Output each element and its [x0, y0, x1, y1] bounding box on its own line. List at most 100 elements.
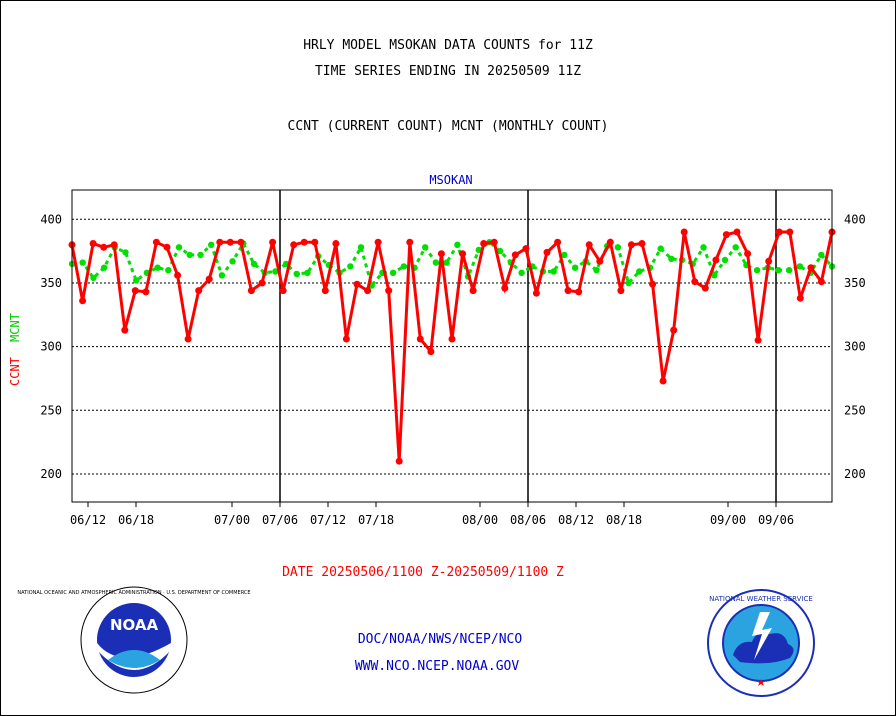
mcnt-point-55 — [657, 245, 664, 252]
mcnt-point-10 — [175, 244, 183, 251]
mcnt-point-11 — [186, 251, 193, 259]
mcnt-point-49 — [593, 267, 600, 274]
ccnt-point-6 — [131, 287, 139, 295]
ccnt-point-38 — [469, 287, 477, 295]
mcnt-point-47 — [571, 264, 579, 271]
ccnt-point-57 — [670, 326, 678, 334]
ccnt-point-40 — [490, 238, 498, 246]
ccnt-point-71 — [817, 278, 825, 286]
ccnt-point-19 — [269, 238, 277, 246]
ccnt-point-16 — [237, 238, 245, 246]
ccnt-point-41 — [501, 284, 509, 292]
mcnt-point-8 — [154, 264, 161, 271]
plot-area-border — [71, 189, 833, 503]
mcnt-point-45 — [550, 268, 557, 275]
mcnt-point-52 — [625, 279, 632, 287]
mcnt-point-15 — [229, 258, 236, 265]
ccnt-point-58 — [680, 228, 688, 236]
x-tick-label-07/12: 07/12 — [310, 513, 346, 527]
ccnt-point-28 — [364, 287, 372, 295]
y-tick-left-200: 200 — [40, 467, 62, 481]
ccnt-point-69 — [796, 294, 804, 302]
mcnt-point-51 — [614, 244, 622, 251]
chart-subtitle: CCNT (CURRENT COUNT) MCNT (MONTHLY COUNT… — [287, 119, 609, 134]
mcnt-point-21 — [293, 270, 300, 278]
ccnt-point-54 — [638, 240, 646, 247]
ccnt-point-45 — [543, 248, 551, 256]
mcnt-point-60 — [711, 272, 718, 279]
y-label-ccnt: CCNT — [8, 357, 22, 386]
x-tick-label-07/00: 07/00 — [214, 513, 250, 527]
mcnt-point-36 — [454, 241, 461, 248]
x-tick-label-08/18: 08/18 — [606, 513, 642, 527]
footer-url-line: WWW.NCO.NCEP.NOAA.GOV — [354, 659, 520, 674]
noaa-logo: NOAA NATIONAL OCEANIC AND ATMOSPHERIC AD… — [17, 586, 251, 694]
ccnt-point-18 — [258, 279, 266, 287]
mcnt-point-33 — [422, 244, 429, 251]
ccnt-point-23 — [311, 238, 319, 246]
mcnt-point-66 — [775, 267, 782, 274]
ccnt-point-21 — [290, 241, 298, 249]
x-tick-label-08/00: 08/00 — [462, 513, 498, 527]
y-tick-right-350: 350 — [844, 276, 866, 290]
ccnt-point-43 — [522, 245, 530, 253]
ccnt-point-50 — [596, 257, 604, 265]
y-axis-labels: CCNT MCNT — [8, 313, 22, 386]
ccnt-point-63 — [733, 228, 741, 236]
ccnt-point-36 — [448, 335, 456, 343]
ccnt-point-33 — [416, 335, 424, 343]
ccnt-point-49 — [585, 241, 593, 249]
x-tick-labels: 06/12 06/18 07/00 07/06 07/12 07/18 08/00 08/06… — [70, 502, 794, 527]
ccnt-point-44 — [532, 289, 540, 297]
ccnt-point-31 — [395, 457, 403, 465]
mcnt-point-67 — [786, 267, 793, 274]
ccnt-point-70 — [807, 264, 815, 272]
ccnt-point-61 — [712, 256, 720, 264]
ccnt-point-17 — [247, 287, 255, 295]
grid-lines — [72, 218, 832, 475]
ccnt-point-8 — [152, 238, 160, 246]
x-tick-label-08/06: 08/06 — [510, 513, 546, 527]
x-tick-label-07/06: 07/06 — [262, 513, 298, 527]
ccnt-point-67 — [775, 228, 783, 236]
ccnt-point-66 — [765, 257, 773, 265]
ccnt-point-34 — [427, 348, 435, 356]
ccnt-point-65 — [754, 336, 762, 344]
date-range-label: DATE 20250506/1100 Z-20250509/1100 Z — [282, 565, 564, 580]
mcnt-point-42 — [518, 269, 525, 276]
mcnt-point-3 — [100, 264, 108, 271]
mcnt-point-17 — [250, 260, 258, 268]
mcnt-point-61 — [721, 256, 729, 264]
ccnt-point-11 — [184, 335, 192, 343]
vertical-day-lines — [279, 190, 777, 502]
ccnt-point-9 — [163, 243, 171, 251]
y-tick-labels-left: 200 250 300 350 400 — [40, 212, 62, 481]
ccnt-point-64 — [744, 250, 752, 258]
x-tick-label-06/12: 06/12 — [70, 513, 106, 527]
mcnt-point-70 — [818, 251, 825, 259]
y-tick-left-350: 350 — [40, 276, 62, 290]
ccnt-point-29 — [374, 238, 382, 246]
nws-ring-text: NATIONAL WEATHER SERVICE — [709, 595, 813, 603]
ccnt-point-20 — [279, 287, 287, 295]
ccnt-point-22 — [300, 238, 308, 246]
ccnt-point-25 — [332, 240, 340, 247]
mcnt-point-22 — [304, 269, 311, 276]
ccnt-point-35 — [437, 250, 445, 258]
mcnt-point-14 — [218, 272, 226, 279]
y-tick-left-400: 400 — [40, 212, 62, 226]
y-tick-labels-right: 200 250 300 350 400 — [844, 212, 866, 481]
ccnt-point-27 — [353, 280, 361, 288]
ccnt-point-30 — [385, 287, 393, 295]
ccnt-point-13 — [205, 275, 213, 283]
y-tick-left-300: 300 — [40, 340, 62, 354]
ccnt-point-59 — [691, 278, 699, 286]
mcnt-point-1 — [79, 259, 86, 266]
mcnt-point-27 — [357, 244, 365, 251]
ccnt-point-10 — [174, 271, 182, 279]
ccnt-point-5 — [121, 326, 129, 334]
mcnt-point-26 — [347, 263, 354, 270]
chart-title-line1: HRLY MODEL MSOKAN DATA COUNTS for 11Z — [303, 38, 593, 53]
